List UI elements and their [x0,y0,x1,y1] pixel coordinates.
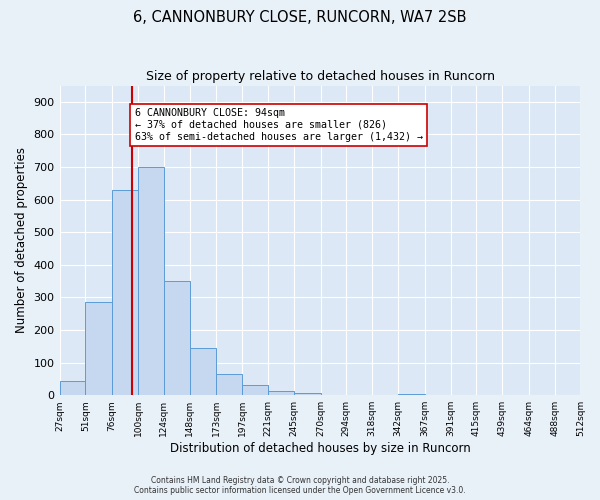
Bar [112,190,138,395]
Bar [85,302,112,395]
Text: 6, CANNONBURY CLOSE, RUNCORN, WA7 2SB: 6, CANNONBURY CLOSE, RUNCORN, WA7 2SB [133,10,467,25]
Y-axis label: Number of detached properties: Number of detached properties [15,148,28,334]
Bar [217,374,242,395]
Text: Contains HM Land Registry data © Crown copyright and database right 2025.
Contai: Contains HM Land Registry data © Crown c… [134,476,466,495]
Text: 6 CANNONBURY CLOSE: 94sqm
← 37% of detached houses are smaller (826)
63% of semi: 6 CANNONBURY CLOSE: 94sqm ← 37% of detac… [135,108,423,142]
Bar [294,392,320,395]
Bar [164,281,190,395]
Bar [190,348,217,395]
Bar [138,167,164,395]
Title: Size of property relative to detached houses in Runcorn: Size of property relative to detached ho… [146,70,494,83]
Bar [268,392,294,395]
X-axis label: Distribution of detached houses by size in Runcorn: Distribution of detached houses by size … [170,442,470,455]
Bar [398,394,425,395]
Bar [242,386,268,395]
Bar [59,381,85,395]
